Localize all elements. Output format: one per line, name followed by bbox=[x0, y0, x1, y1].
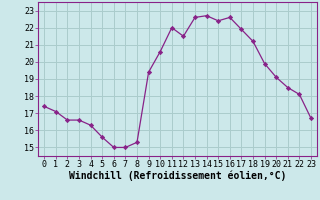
X-axis label: Windchill (Refroidissement éolien,°C): Windchill (Refroidissement éolien,°C) bbox=[69, 171, 286, 181]
